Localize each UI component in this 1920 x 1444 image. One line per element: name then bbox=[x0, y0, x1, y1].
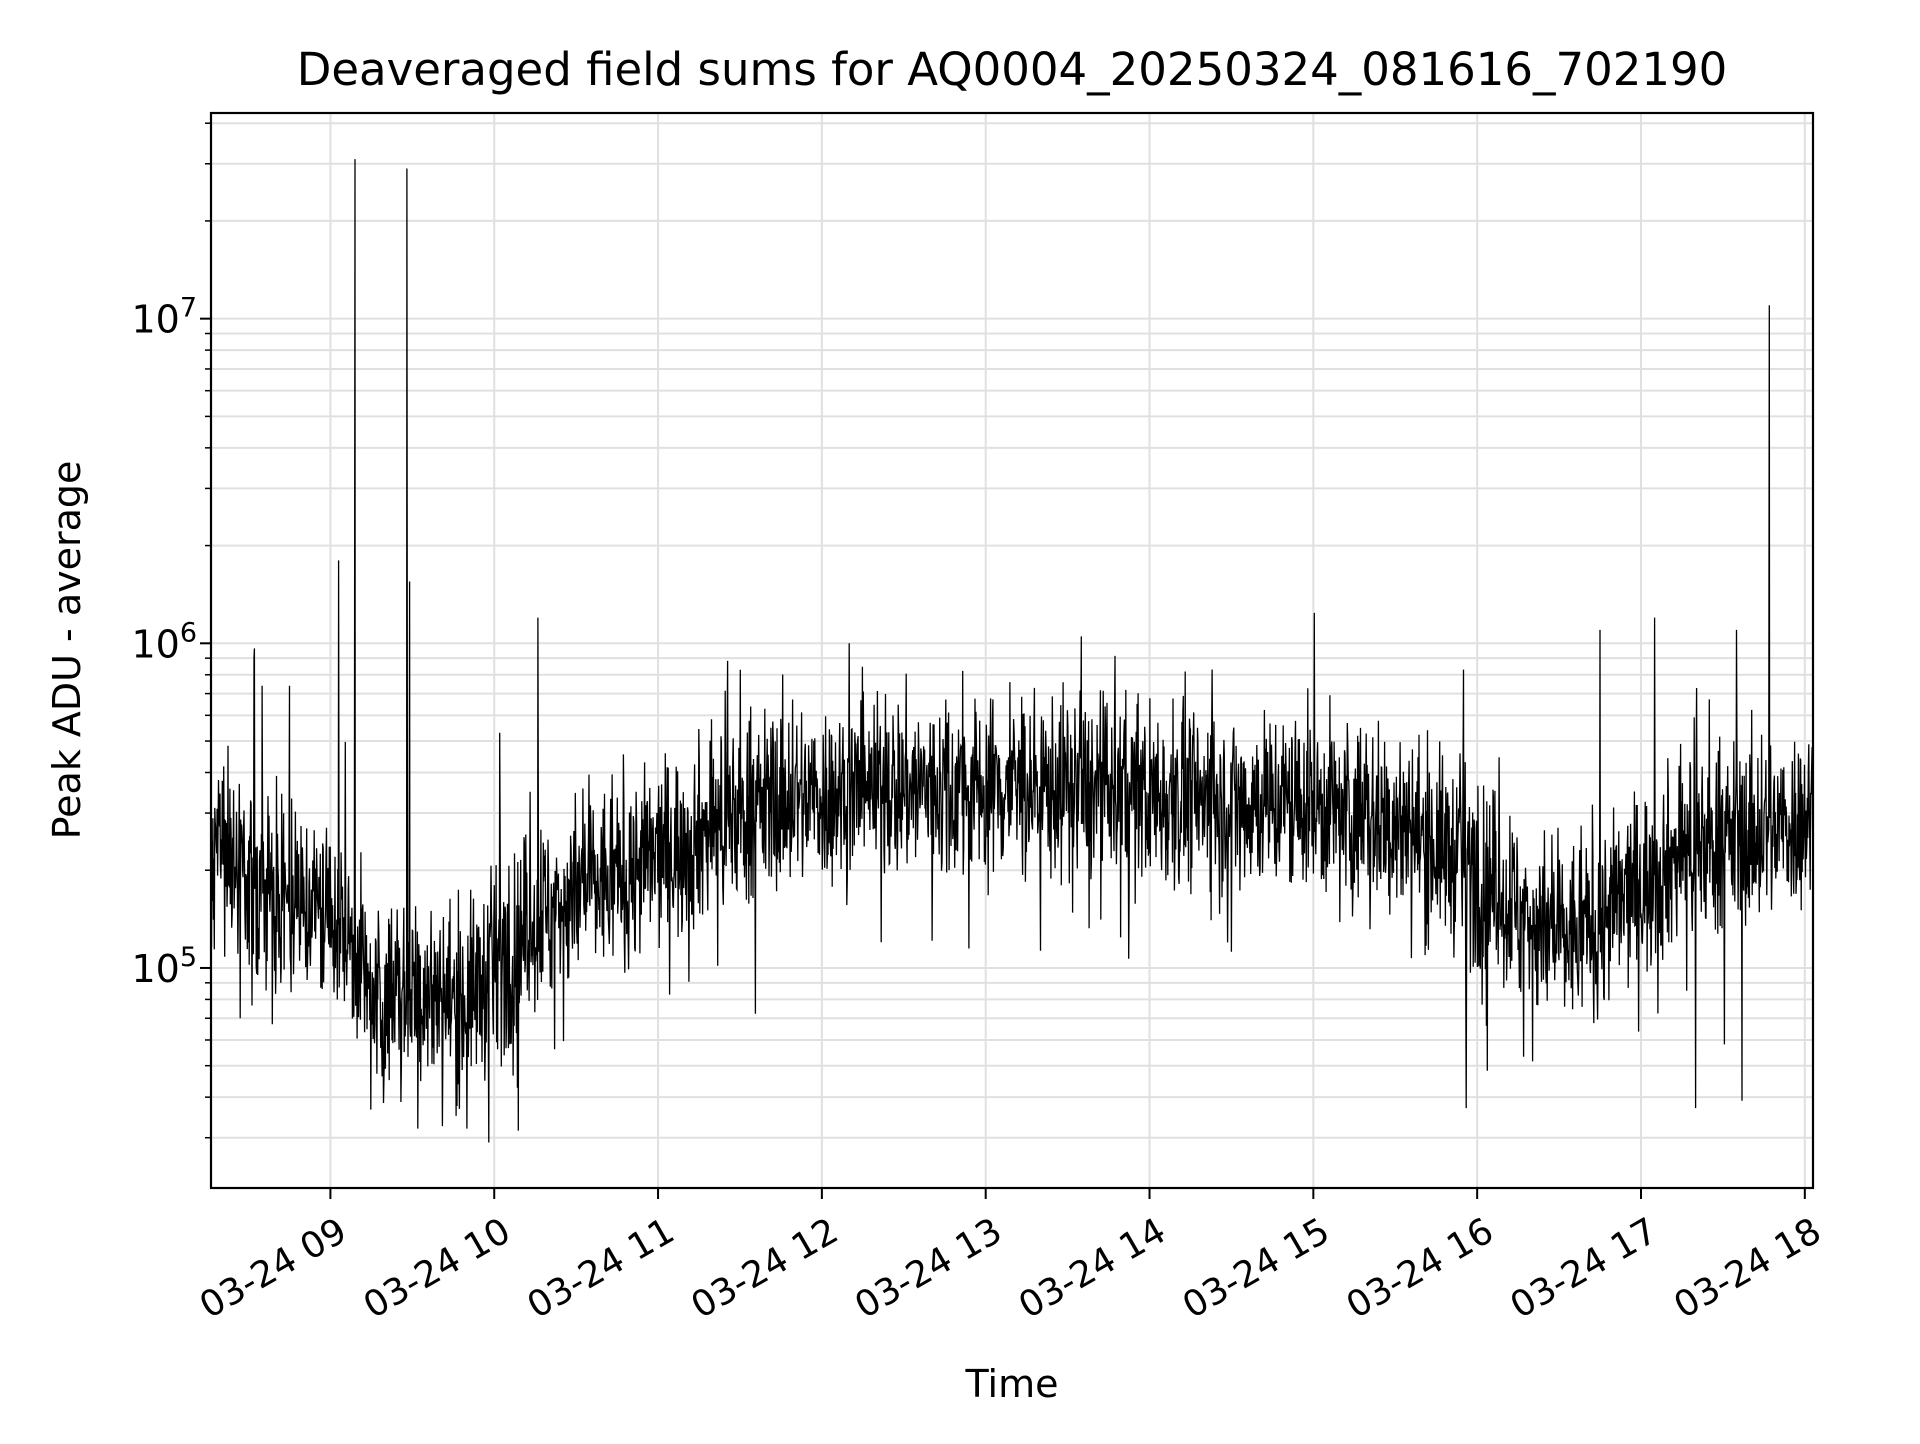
y-tick-label-base: 10 bbox=[131, 947, 179, 991]
y-tick-label: 105 bbox=[131, 942, 197, 991]
y-tick-label-base: 10 bbox=[131, 622, 179, 666]
x-axis-label: Time bbox=[965, 1362, 1059, 1406]
y-tick-label-exponent: 5 bbox=[180, 942, 197, 973]
y-tick-label-base: 10 bbox=[131, 298, 179, 342]
y-axis-label: Peak ADU - average bbox=[45, 461, 89, 840]
chart-title: Deaveraged field sums for AQ0004_2025032… bbox=[297, 43, 1728, 96]
y-tick-label-exponent: 6 bbox=[180, 617, 197, 648]
y-tick-label: 106 bbox=[131, 617, 197, 666]
data-series bbox=[211, 159, 1813, 1143]
y-tick-label-exponent: 7 bbox=[180, 293, 197, 324]
plot-frame bbox=[209, 111, 1815, 1190]
y-tick-label: 107 bbox=[131, 293, 197, 342]
series-line bbox=[211, 159, 1813, 1143]
